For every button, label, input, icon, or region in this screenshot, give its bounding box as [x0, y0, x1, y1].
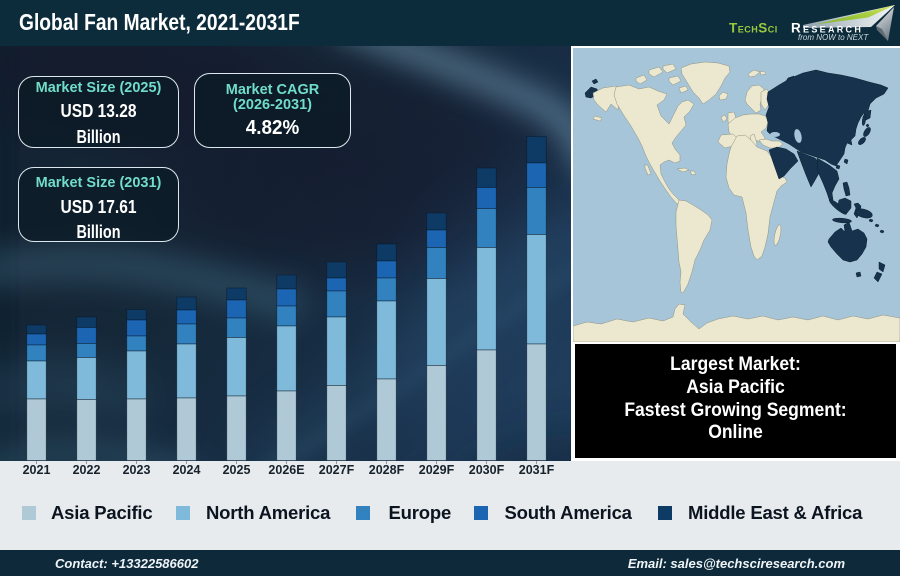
svg-text:Research: Research	[791, 21, 863, 36]
svg-text:from NOW to NEXT: from NOW to NEXT	[798, 33, 869, 42]
svg-text:TechSci: TechSci	[729, 21, 778, 36]
